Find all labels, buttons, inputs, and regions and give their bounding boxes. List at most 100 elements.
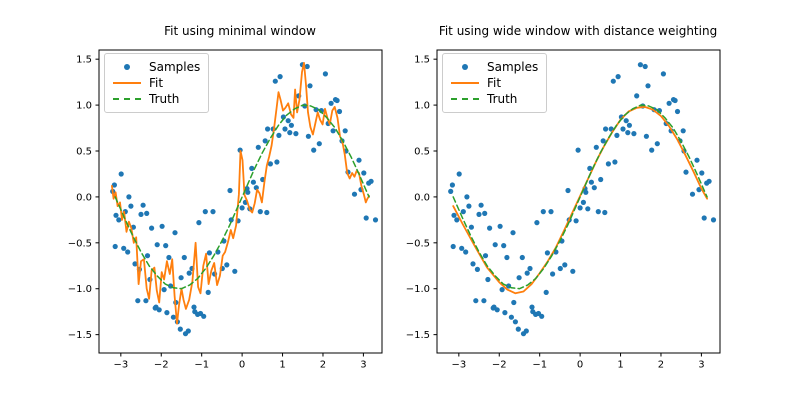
sample-point [144,210,150,216]
sample-point [466,203,472,209]
sample-point [282,126,288,132]
sample-point [311,147,317,153]
sample-point [210,209,216,215]
x-tick-label: 3 [360,360,366,371]
sample-point [625,130,631,136]
sample-point [476,211,482,217]
sample-point [492,242,498,248]
sample-point [573,218,579,224]
sample-point [591,185,597,191]
sample-point [482,210,488,216]
x-tick-label: 0 [239,360,245,371]
sample-point [125,249,131,255]
axes-spines [436,49,721,354]
sample-point [634,93,640,99]
sample-point [285,118,291,124]
sample-point [710,217,717,223]
sample-point [111,182,117,188]
y-tick-label: 1.5 [76,55,92,66]
sample-point [163,243,169,249]
sample-point [363,215,369,221]
x-tick-label: −1 [194,360,209,371]
y-tick-label: 1.0 [76,101,92,112]
legend-label: Samples [487,60,539,74]
sample-point [583,189,589,195]
legend-label: Fit [149,76,164,90]
sample-point [272,78,278,84]
sample-point [267,161,273,167]
sample-point [577,205,583,211]
y-tick-label: −0.5 [406,238,430,249]
left-subplot-title: Fit using minimal window [164,24,316,38]
sample-point [451,212,457,218]
fit-line-icon [113,82,141,84]
sample-point [181,254,187,261]
sample-point [118,171,124,177]
sample-point [113,212,119,218]
sample-point [516,275,522,281]
y-tick-label: −1.5 [406,330,430,341]
sample-point [654,141,660,147]
sample-point [460,209,466,215]
sample-point [287,130,293,136]
truth-line-icon [451,98,479,100]
legend-label: Samples [149,60,201,74]
sample-point [316,141,322,147]
sample-point [201,313,207,319]
sample-point [631,131,637,137]
sample-point [487,225,493,231]
sample-point [135,298,141,304]
fit-line-icon [451,82,479,84]
sample-point [456,171,462,177]
sample-point [116,217,122,223]
sample-point [356,157,362,163]
sample-point [126,194,132,200]
sample-point [450,243,456,250]
sample-point [529,304,535,310]
sample-point [156,307,162,313]
sample-point [140,202,146,208]
sample-point [305,133,311,139]
sample-point [504,254,510,261]
sample-point [265,126,271,132]
sample-point [249,165,255,171]
sample-point [112,243,118,250]
sample-point [478,202,484,208]
sample-point [206,250,212,256]
sample-point [351,191,358,197]
sample-point [164,310,170,316]
sample-point [143,298,149,304]
sample-point [701,215,707,221]
sample-point [643,133,650,139]
sample-point [138,211,144,217]
sample-point [178,275,184,281]
left-legend: Samples Fit Truth [104,53,210,113]
sample-point [540,209,546,215]
sample-point [565,187,571,194]
legend-item-truth: Truth [451,91,538,107]
x-tick-label: −2 [154,360,169,371]
sample-point [449,182,455,188]
sample-point [186,270,192,276]
right-legend: Samples Fit Truth [442,53,548,113]
y-tick-label: 0.0 [76,192,92,203]
sample-point [499,287,505,293]
legend-label: Truth [149,92,180,106]
sample-point [468,224,474,230]
sample-point [548,209,554,215]
x-tick-label: 2 [658,360,664,371]
sample-point [304,63,310,70]
sample-point [683,169,689,175]
sample-point [481,298,487,304]
sample-point [322,71,328,77]
sample-point [539,313,545,319]
sample-point [620,126,626,132]
sample-point [666,100,672,106]
legend-item-samples: Samples [451,59,538,75]
sample-point [527,265,533,272]
legend-item-truth: Truth [113,91,200,107]
samples-marker-icon [113,64,141,70]
sample-point [307,83,313,89]
sample-point [510,230,516,236]
